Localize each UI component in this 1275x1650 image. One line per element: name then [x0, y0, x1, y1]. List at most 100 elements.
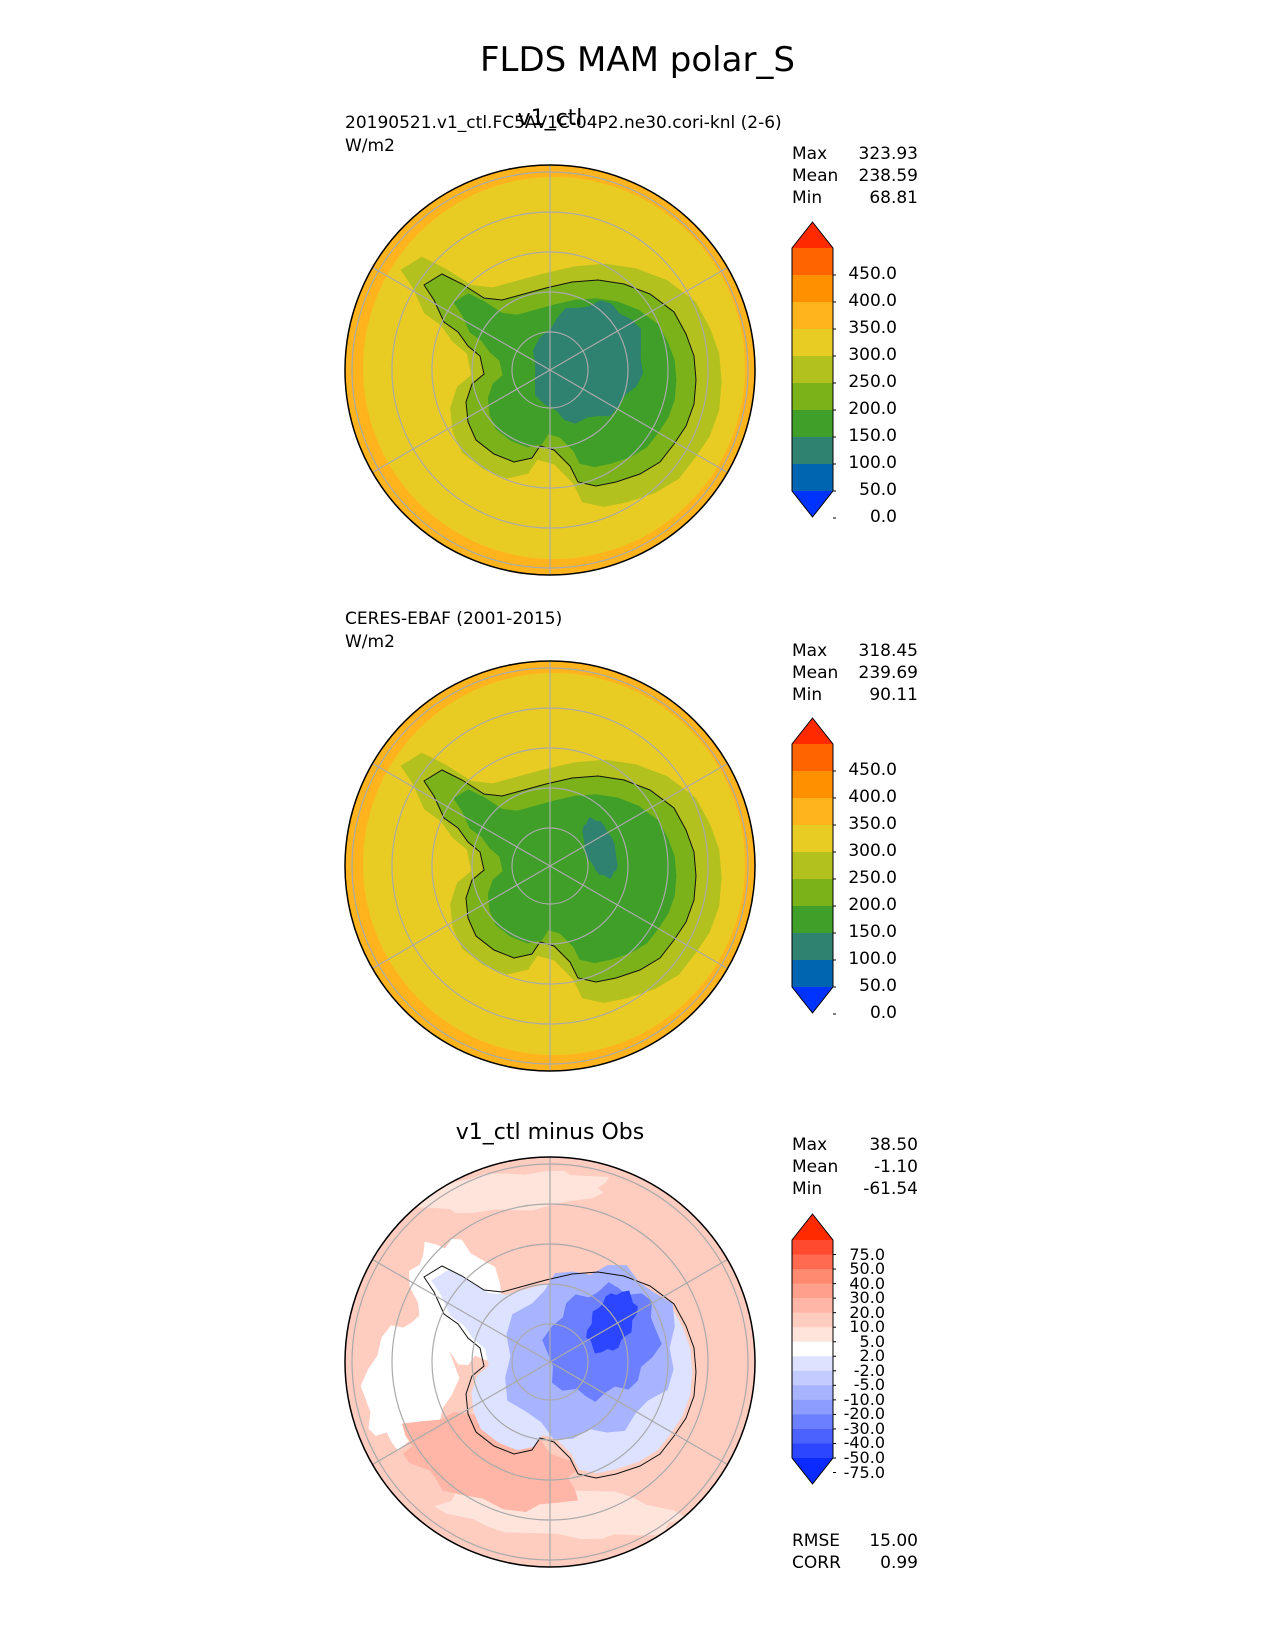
- stat-value: 38.50: [869, 1135, 918, 1155]
- metric-value: 15.00: [869, 1531, 918, 1551]
- colorbar-tick-label: 350.0: [848, 814, 897, 834]
- colorbar-tick-label: -40.0: [843, 1433, 885, 1453]
- colorbar-tick-label: 250.0: [848, 372, 897, 392]
- map-2-boundary: [344, 660, 756, 1072]
- colorbar-tick-label: -5.0: [853, 1375, 885, 1395]
- colorbar-tick-label: 10.0: [849, 1317, 885, 1337]
- colorbar-3: [791, 1213, 836, 1485]
- colorbar-segment: [792, 906, 833, 934]
- stat-label: Mean: [792, 1157, 839, 1177]
- map-1-field: [345, 165, 755, 575]
- stat-value: 90.11: [869, 685, 918, 705]
- coastline: [423, 1265, 697, 1479]
- colorbar-tick-label: 450.0: [848, 760, 897, 780]
- map-2-field: [345, 661, 755, 1071]
- panel-1-stats: Max 323.93 Mean 238.59 Min 68.81: [792, 143, 918, 209]
- field-neutral: [360, 1313, 460, 1451]
- colorbar-tick-label: 100.0: [848, 453, 897, 473]
- panel-3-stats: Max 38.50 Mean -1.10 Min -61.54: [792, 1134, 918, 1200]
- stat-value: 238.59: [858, 166, 918, 186]
- stat-label: Max: [792, 641, 828, 661]
- colorbar-segment: [792, 1240, 833, 1256]
- colorbar-segment: [792, 1341, 833, 1357]
- map-3-field: [345, 1157, 755, 1567]
- colorbar-segment: [792, 437, 833, 465]
- stat-label: Max: [792, 144, 828, 164]
- colorbar-tick-label: 2.0: [859, 1346, 885, 1366]
- coastline: [423, 273, 697, 487]
- colorbar-extend-max: [792, 1214, 833, 1240]
- colorbar-tick-label: 20.0: [849, 1302, 885, 1322]
- colorbar-tick-label: -50.0: [843, 1448, 885, 1467]
- colorbar-tick-label: 0.0: [869, 507, 897, 527]
- colorbar-tick-label: -2.0: [853, 1360, 885, 1380]
- coastline: [423, 769, 697, 983]
- lon-gridline: [549, 1258, 728, 1363]
- colorbar-segment: [792, 744, 833, 772]
- lon-gridline: [372, 762, 551, 867]
- metric-value: 0.99: [880, 1553, 918, 1573]
- colorbar-segment: [792, 464, 833, 492]
- colorbar-segment: [792, 1399, 833, 1415]
- colorbar-tick-label: 5.0: [859, 1331, 885, 1351]
- panel-1-units: W/m2: [345, 136, 395, 156]
- metric-label: RMSE: [792, 1531, 841, 1551]
- colorbar-segment: [792, 825, 833, 853]
- stat-value: -1.10: [874, 1157, 918, 1177]
- colorbar-segment: [792, 1254, 833, 1270]
- stat-value: 68.81: [869, 188, 918, 208]
- colorbar-tick-label: 100.0: [848, 949, 897, 969]
- lon-gridline: [372, 865, 551, 970]
- colorbar-segment: [792, 275, 833, 303]
- stat-value: -61.54: [863, 1179, 918, 1199]
- colorbar-extend-min: [792, 1458, 833, 1484]
- figure-title: FLDS MAM polar_S: [479, 40, 796, 80]
- colorbar-segment: [792, 1385, 833, 1401]
- field-negative: [586, 1290, 638, 1354]
- colorbar-tick-label: 0.0: [869, 1003, 897, 1023]
- colorbar-tick-label: 300.0: [848, 345, 897, 365]
- colorbar-segment: [792, 1298, 833, 1314]
- colorbar-segment: [792, 852, 833, 880]
- colorbar-segment: [792, 329, 833, 357]
- metric-label: CORR: [792, 1553, 841, 1573]
- colorbar-tick-label: 50.0: [859, 976, 897, 996]
- colorbar-tick-label: 150.0: [848, 426, 897, 446]
- panel-1-title: v1_ctl: [517, 106, 583, 131]
- colorbar-tick-label: 400.0: [848, 787, 897, 807]
- colorbar-tick-label: 300.0: [848, 841, 897, 861]
- colorbar-extend-max: [792, 718, 833, 744]
- colorbar-tick-label: 30.0: [849, 1288, 885, 1308]
- panel-1-case: 20190521.v1_ctl.FC5AV1C-04P2.ne30.cori-k…: [345, 113, 782, 133]
- lon-gridline: [372, 369, 551, 474]
- colorbar-tick-label: 50.0: [859, 480, 897, 500]
- lon-gridline: [372, 266, 551, 371]
- colorbar-segment: [792, 302, 833, 330]
- stat-label: Max: [792, 1135, 828, 1155]
- colorbar-segment: [792, 771, 833, 799]
- panel-2-units: W/m2: [345, 632, 395, 652]
- colorbar-tick-label: 350.0: [848, 318, 897, 338]
- stat-label: Min: [792, 685, 823, 705]
- colorbar-tick-label: 200.0: [848, 895, 897, 915]
- map-1-boundary: [344, 164, 756, 576]
- colorbar-2: [791, 717, 836, 1015]
- stat-value: 239.69: [858, 663, 918, 683]
- lon-gridline: [549, 1361, 728, 1466]
- lon-gridline: [372, 1361, 551, 1466]
- colorbar-extend-min: [792, 491, 833, 517]
- stat-label: Mean: [792, 663, 839, 683]
- colorbar-tick-label: -10.0: [843, 1389, 885, 1409]
- map-3-boundary: [344, 1156, 756, 1568]
- colorbar-tick-label: 150.0: [848, 922, 897, 942]
- colorbar-tick-label: 40.0: [849, 1273, 885, 1293]
- stat-label: Min: [792, 1179, 823, 1199]
- colorbar-segment: [792, 798, 833, 826]
- panel-3-metrics: RMSE 15.00 CORR 0.99: [792, 1530, 918, 1574]
- colorbar-segment: [792, 1443, 833, 1459]
- colorbar-segment: [792, 356, 833, 384]
- lon-gridline: [549, 762, 728, 867]
- colorbar-segment: [792, 1428, 833, 1444]
- colorbar-segment: [792, 410, 833, 438]
